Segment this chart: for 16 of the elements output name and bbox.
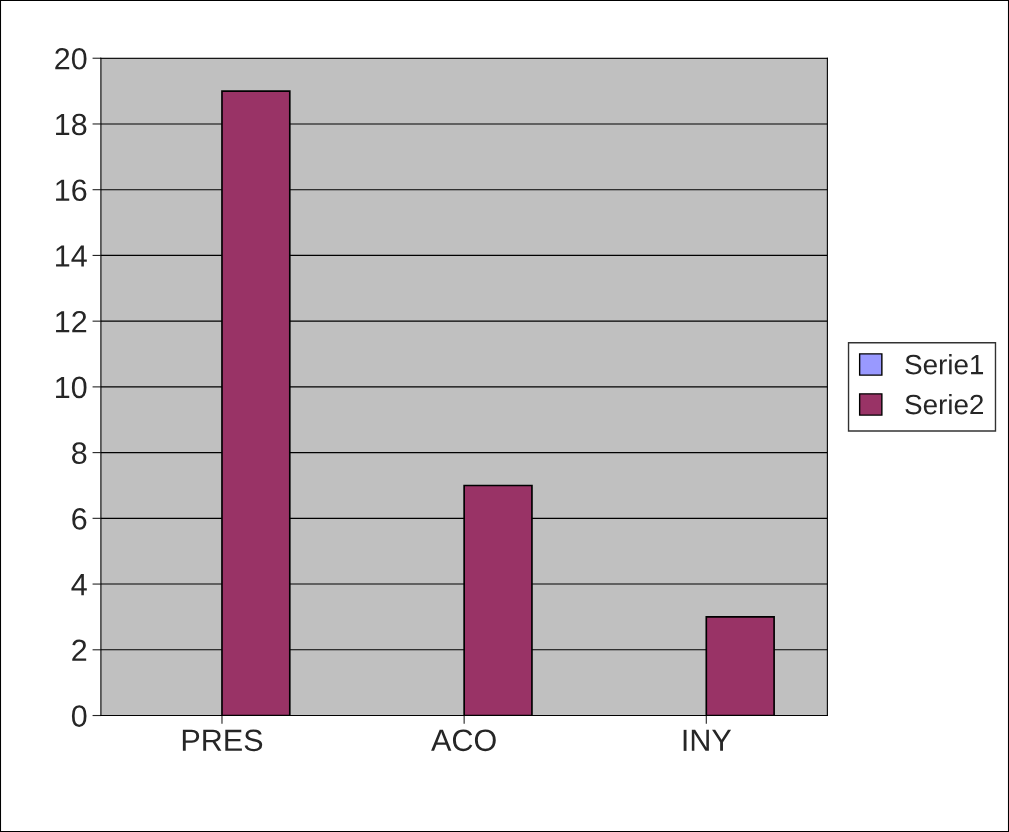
y-tick-label: 6	[72, 508, 87, 530]
x-tick-label: PRES	[182, 729, 263, 752]
legend-label: Serie1	[905, 354, 984, 375]
x-tick-label: ACO	[431, 729, 496, 752]
x-tick-label: INY	[683, 729, 732, 751]
y-tick-label: 10	[56, 376, 87, 399]
y-tick-label: 20	[55, 47, 87, 70]
y-tick-label: 2	[72, 639, 87, 661]
y-tick-label: 12	[56, 310, 87, 333]
y-tick-label: 16	[56, 179, 87, 202]
legend-label: Serie2	[905, 393, 983, 415]
y-tick-label: 8	[72, 442, 87, 464]
y-tick-label: 4	[71, 574, 87, 596]
y-tick-label: 0	[71, 705, 87, 727]
y-tick-label: 18	[56, 113, 87, 136]
y-tick-label: 14	[56, 245, 87, 267]
